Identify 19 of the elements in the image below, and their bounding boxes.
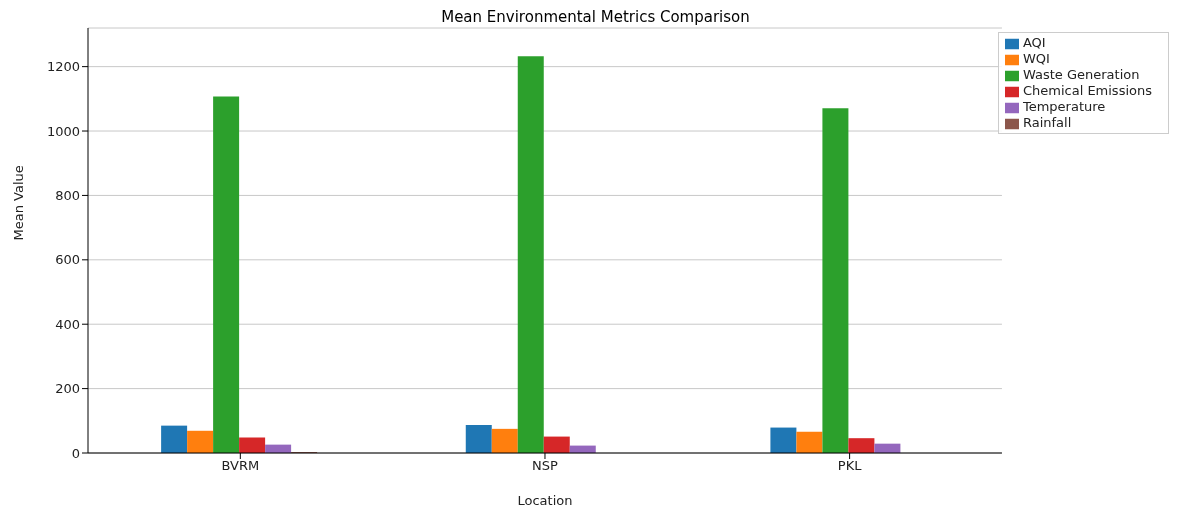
y-tick-label: 600 <box>55 252 80 268</box>
legend-label: Temperature <box>1022 99 1106 114</box>
legend-label: Rainfall <box>1022 115 1072 130</box>
x-tick-label: BVRM <box>221 458 260 474</box>
legend-label: Chemical Emissions <box>1022 83 1152 98</box>
x-tick-label: PKL <box>837 458 863 474</box>
y-tick-label: 400 <box>55 316 80 332</box>
y-tick-label: 800 <box>55 188 80 204</box>
y-axis-title: Mean Value <box>10 165 26 241</box>
y-tick-label: 0 <box>71 445 80 461</box>
legend-label: Waste Generation <box>1022 67 1140 82</box>
legend-label: WQI <box>1022 51 1050 66</box>
y-tick-label: 1000 <box>46 123 80 139</box>
y-tick-label: 1200 <box>46 59 80 75</box>
x-axis-title: Location <box>517 493 573 508</box>
chart-title: Mean Environmental Metrics Comparison <box>440 8 751 26</box>
y-tick-label: 200 <box>55 381 80 397</box>
legend-label: AQI <box>1022 35 1046 50</box>
x-tick-label: NSP <box>532 458 559 474</box>
